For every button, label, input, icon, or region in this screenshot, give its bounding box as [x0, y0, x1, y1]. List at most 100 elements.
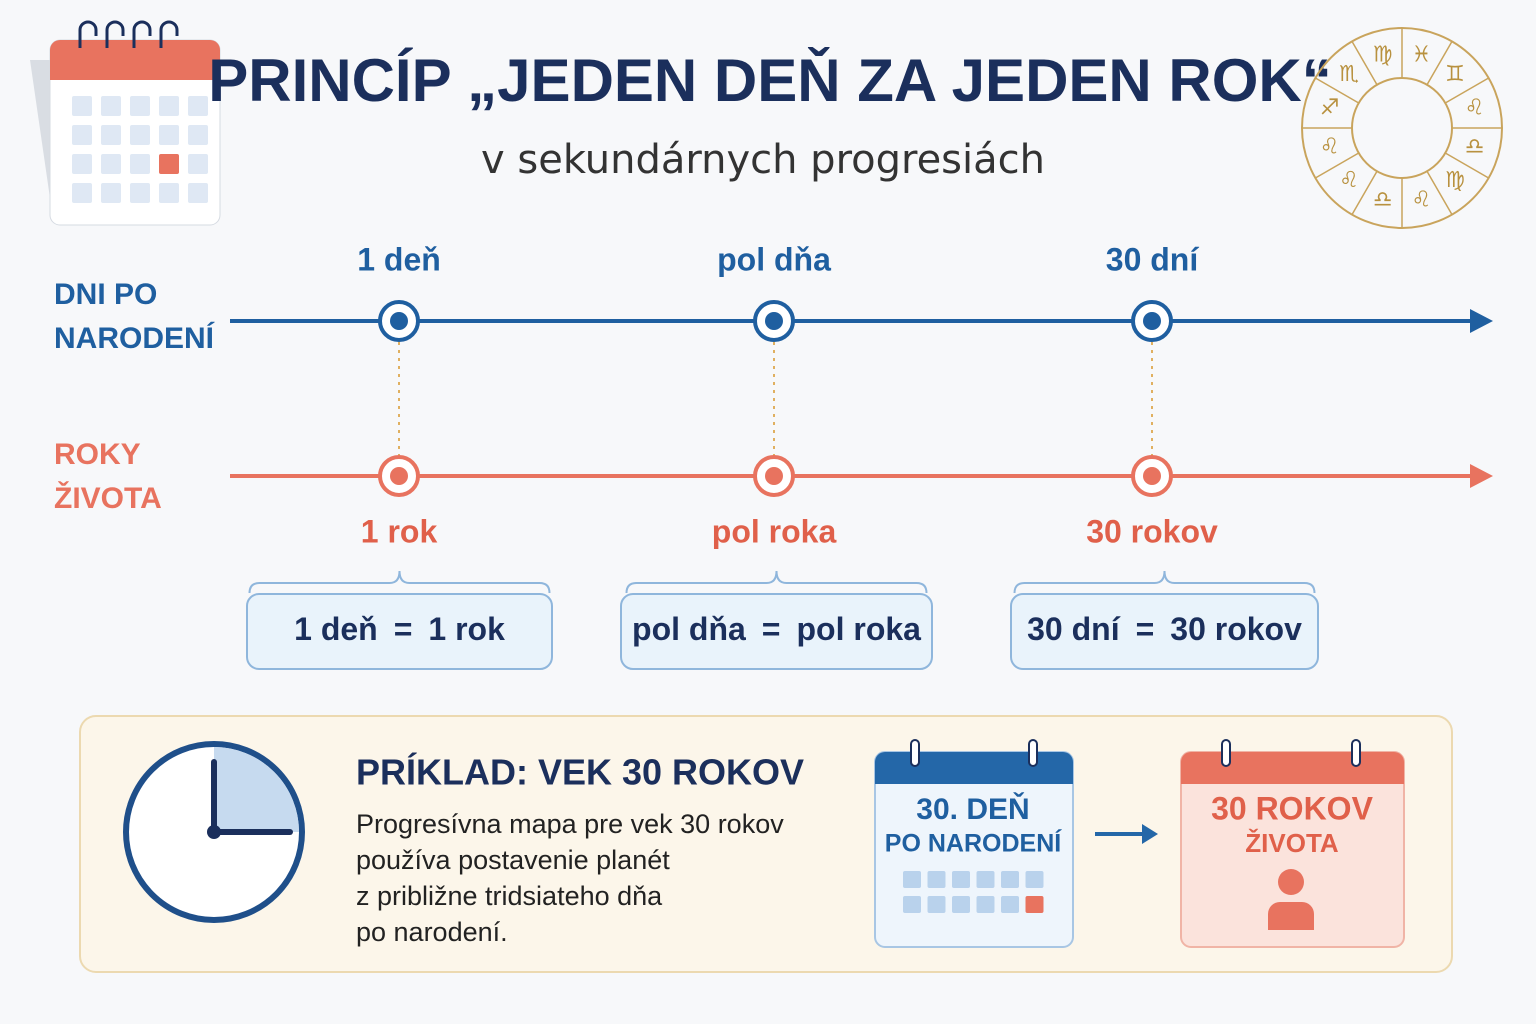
- calendar-cell: [927, 871, 946, 888]
- equation-left: 30 dní: [1027, 611, 1121, 647]
- day-dot: [390, 312, 408, 330]
- title: PRINCÍP „JEDEN DEŇ ZA JEDEN ROK“: [208, 47, 1332, 114]
- calendar-ring: [78, 20, 98, 48]
- calendar-cell: [101, 125, 121, 145]
- equation-sign: =: [1136, 611, 1155, 647]
- example-title: PRÍKLAD: VEK 30 ROKOV: [356, 752, 804, 793]
- equation-right: pol roka: [796, 611, 921, 647]
- year-label: pol roka: [712, 513, 837, 549]
- equation-box: [620, 593, 933, 670]
- zodiac-sign: ♎: [1373, 187, 1393, 212]
- calendar-cell: [1025, 896, 1044, 913]
- arrow-head: [1470, 309, 1493, 333]
- calendar-cell: [159, 96, 179, 116]
- calendar-ring: [132, 20, 152, 48]
- zodiac-sign: ♐: [1320, 96, 1340, 121]
- calendar-cell: [188, 183, 208, 203]
- zodiac-sign: ♍: [1373, 43, 1393, 68]
- day-label: 30 dní: [1106, 241, 1200, 277]
- equation-right: 30 rokov: [1170, 611, 1302, 647]
- calendar-cell: [188, 125, 208, 145]
- year-label: 30 rokov: [1086, 513, 1218, 549]
- brace: [248, 570, 551, 594]
- example-panel: [79, 715, 1453, 973]
- calendar-to-text: ŽIVOTA: [1245, 828, 1339, 858]
- zodiac-sign: ♏: [1339, 62, 1359, 87]
- arrow-head: [1142, 824, 1158, 844]
- equation-left: 1 deň: [294, 611, 378, 647]
- zodiac-sign: ♌: [1320, 134, 1340, 159]
- example-text: používa postavenie planét: [356, 845, 670, 875]
- calendar-ring: [105, 20, 125, 48]
- calendar-from: [874, 739, 1074, 948]
- calendar-cell: [188, 154, 208, 174]
- calendar-cell: [188, 96, 208, 116]
- calendar-cell: [1001, 896, 1019, 913]
- calendar-cell: [903, 871, 921, 888]
- example-text: Progresívna mapa pre vek 30 rokov: [356, 809, 784, 839]
- calendar-cell: [159, 183, 179, 203]
- calendar-cell: [1001, 871, 1019, 888]
- zodiac-divider: [1315, 152, 1360, 179]
- calendar-from-text: 30. DEŇ: [916, 792, 1029, 826]
- zodiac-sign: ♎: [1465, 134, 1485, 159]
- equation-left: pol dňa: [632, 611, 746, 647]
- calendar-cell: [130, 96, 150, 116]
- year-dot: [765, 467, 783, 485]
- equation: 1 deň = 1 rok: [294, 611, 505, 647]
- calendar-cell: [101, 96, 121, 116]
- zodiac-sign: ♓: [1412, 43, 1432, 68]
- zodiac-divider: [1444, 77, 1489, 104]
- days-label: NARODENÍ: [54, 321, 215, 355]
- zodiac-sign: ♌: [1339, 168, 1359, 193]
- zodiac-sign: ♍: [1445, 168, 1465, 193]
- calendar-to-text: 30 ROKOV: [1211, 790, 1373, 826]
- zodiac-divider: [1315, 77, 1360, 104]
- zodiac-divider: [1351, 170, 1378, 215]
- calendar-cell: [130, 183, 150, 203]
- calendar-icon: [30, 20, 221, 226]
- year-dot: [390, 467, 408, 485]
- zodiac-sign: ♌: [1465, 96, 1485, 121]
- calendar-cell: [159, 125, 179, 145]
- calendar-ring: [159, 20, 179, 48]
- calendar-cell: [976, 896, 995, 913]
- calendar-cell: [1025, 871, 1044, 888]
- calendar-cell: [130, 154, 150, 174]
- calendar-cell: [72, 96, 92, 116]
- calendar-cell: [952, 896, 970, 913]
- clock-icon: [123, 741, 305, 923]
- day-dot: [765, 312, 783, 330]
- calendar-cell: [130, 125, 150, 145]
- calendar-cell: [903, 896, 921, 913]
- days-label: DNI PO: [54, 278, 157, 311]
- calendar-cell: [101, 183, 121, 203]
- years-label: ŽIVOTA: [54, 481, 162, 515]
- calendar-to: [1180, 739, 1405, 948]
- equation-box: [1010, 593, 1319, 670]
- zodiac-sign: ♊: [1445, 62, 1465, 87]
- zodiac-sign: ♌: [1412, 187, 1432, 212]
- zodiac-divider: [1444, 152, 1489, 179]
- equation-sign: =: [762, 611, 781, 647]
- equation-box: [246, 593, 553, 670]
- example-text: z približne tridsiateho dňa: [356, 881, 663, 911]
- calendar-cell: [72, 154, 92, 174]
- day-label: pol dňa: [717, 241, 831, 277]
- equation-sign: =: [394, 611, 413, 647]
- calendar-cell: [101, 154, 121, 174]
- calendar-cell: [159, 154, 179, 174]
- subtitle: v sekundárnych progresiách: [481, 137, 1045, 183]
- day-dot: [1143, 312, 1161, 330]
- zodiac-divider: [1426, 41, 1453, 86]
- day-label: 1 deň: [357, 241, 441, 277]
- brace: [625, 570, 928, 594]
- equation: 30 dní = 30 rokov: [1027, 611, 1302, 647]
- year-dot: [1143, 467, 1161, 485]
- zodiac-divider: [1426, 170, 1453, 215]
- zodiac-divider: [1351, 41, 1378, 86]
- calendar-from-text: PO NARODENÍ: [885, 829, 1062, 858]
- years-label: ROKY: [54, 438, 141, 471]
- equation: pol dňa = pol roka: [632, 611, 921, 647]
